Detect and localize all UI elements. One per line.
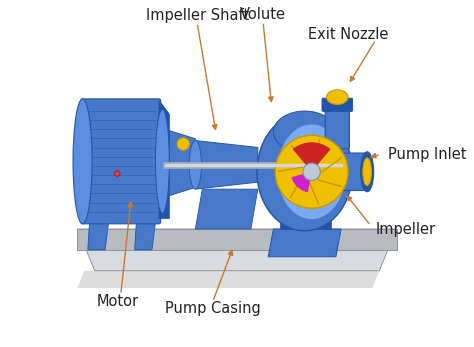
Text: Motor: Motor: [96, 294, 138, 310]
Polygon shape: [195, 141, 258, 189]
Polygon shape: [281, 215, 331, 229]
Ellipse shape: [327, 90, 348, 104]
Polygon shape: [163, 128, 195, 198]
Text: Pump Inlet: Pump Inlet: [388, 147, 466, 162]
Text: Impeller: Impeller: [376, 221, 436, 237]
Text: Exit Nozzle: Exit Nozzle: [308, 27, 388, 42]
FancyBboxPatch shape: [340, 153, 368, 191]
Polygon shape: [82, 101, 169, 115]
Circle shape: [115, 171, 120, 176]
Polygon shape: [268, 229, 341, 257]
Circle shape: [303, 163, 320, 180]
Text: Volute: Volute: [240, 7, 286, 22]
Ellipse shape: [73, 99, 92, 224]
Ellipse shape: [361, 152, 374, 192]
Polygon shape: [77, 271, 379, 288]
Circle shape: [275, 135, 348, 208]
Polygon shape: [88, 222, 109, 250]
Ellipse shape: [363, 158, 372, 186]
Ellipse shape: [155, 128, 169, 198]
Text: Pump Casing: Pump Casing: [165, 301, 261, 316]
Polygon shape: [77, 229, 397, 271]
Polygon shape: [135, 222, 155, 250]
Polygon shape: [159, 101, 169, 219]
FancyBboxPatch shape: [81, 99, 161, 224]
Polygon shape: [195, 189, 258, 229]
FancyBboxPatch shape: [325, 106, 349, 149]
Wedge shape: [292, 142, 330, 172]
FancyBboxPatch shape: [322, 98, 353, 111]
Text: Impeller Shaft: Impeller Shaft: [146, 8, 249, 23]
Ellipse shape: [273, 111, 336, 153]
Polygon shape: [77, 229, 397, 250]
Ellipse shape: [277, 124, 346, 220]
Wedge shape: [292, 172, 311, 192]
Ellipse shape: [155, 109, 169, 213]
Ellipse shape: [189, 141, 201, 189]
Circle shape: [177, 138, 190, 150]
Ellipse shape: [257, 113, 352, 231]
